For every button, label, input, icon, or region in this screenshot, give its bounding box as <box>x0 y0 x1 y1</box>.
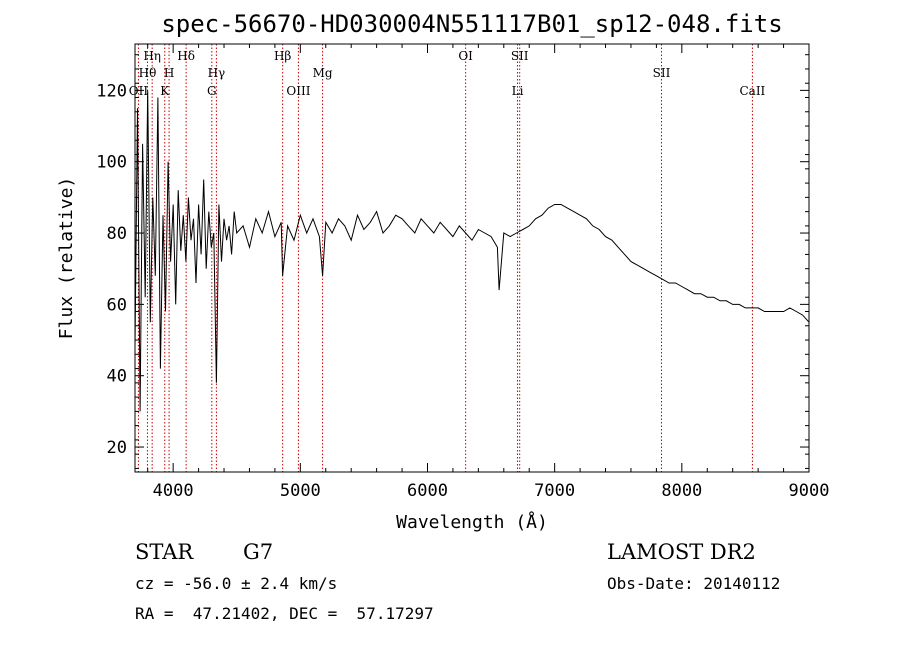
x-tick-label: 6000 <box>407 481 448 501</box>
line-marker-label: Li <box>512 84 524 98</box>
line-marker-label: SII <box>653 66 671 80</box>
x-tick-label: 5000 <box>280 481 321 501</box>
line-marker-label: H <box>164 66 174 80</box>
y-tick-label: 80 <box>107 224 127 244</box>
coordinates-text: RA = 47.21402, DEC = 57.17297 <box>135 604 434 623</box>
line-marker-label: K <box>160 84 170 98</box>
axis-ticks: 4000 5000 6000 7000 8000 9000 20 40 60 80 100 120 <box>96 44 829 501</box>
line-marker-label: CaII <box>739 84 765 98</box>
y-tick-label: 120 <box>96 81 127 101</box>
line-marker-label: Hη <box>143 49 161 63</box>
line-marker-label: G <box>207 84 217 98</box>
spectrum-series-line <box>134 90 810 412</box>
plot-frame <box>134 43 810 473</box>
line-marker-label: OI <box>458 49 473 63</box>
x-axis-label: Wavelength (Å) <box>396 511 548 533</box>
line-marker-label: Mg <box>313 66 333 80</box>
line-marker-label: Hγ <box>208 66 226 80</box>
y-tick-label: 100 <box>96 153 127 173</box>
y-tick-label: 20 <box>107 438 127 458</box>
y-tick-label: 40 <box>107 367 127 387</box>
chart-title: spec-56670-HD030004N551117B01_sp12-048.f… <box>161 10 782 38</box>
object-class: STAR <box>135 540 194 564</box>
x-tick-label: 4000 <box>153 481 194 501</box>
line-marker-label: Hδ <box>177 49 195 63</box>
y-tick-label: 60 <box>107 295 127 315</box>
line-marker-label: Hβ <box>274 49 291 63</box>
y-axis-label: Flux (relative) <box>56 177 77 340</box>
line-marker-label: Hθ <box>139 66 157 80</box>
line-marker-label: OIII <box>286 84 310 98</box>
x-tick-label: 8000 <box>661 481 702 501</box>
object-subclass: G7 <box>243 540 274 564</box>
x-tick-label: 7000 <box>534 481 575 501</box>
survey-name: LAMOST DR2 <box>607 540 756 564</box>
obs-date-text: Obs-Date: 20140112 <box>607 574 781 593</box>
x-tick-label: 9000 <box>789 481 830 501</box>
redshift-text: cz = -56.0 ± 2.4 km/s <box>135 574 338 593</box>
line-marker-label: SII <box>511 49 529 63</box>
line-marker-label: OII <box>129 84 149 98</box>
